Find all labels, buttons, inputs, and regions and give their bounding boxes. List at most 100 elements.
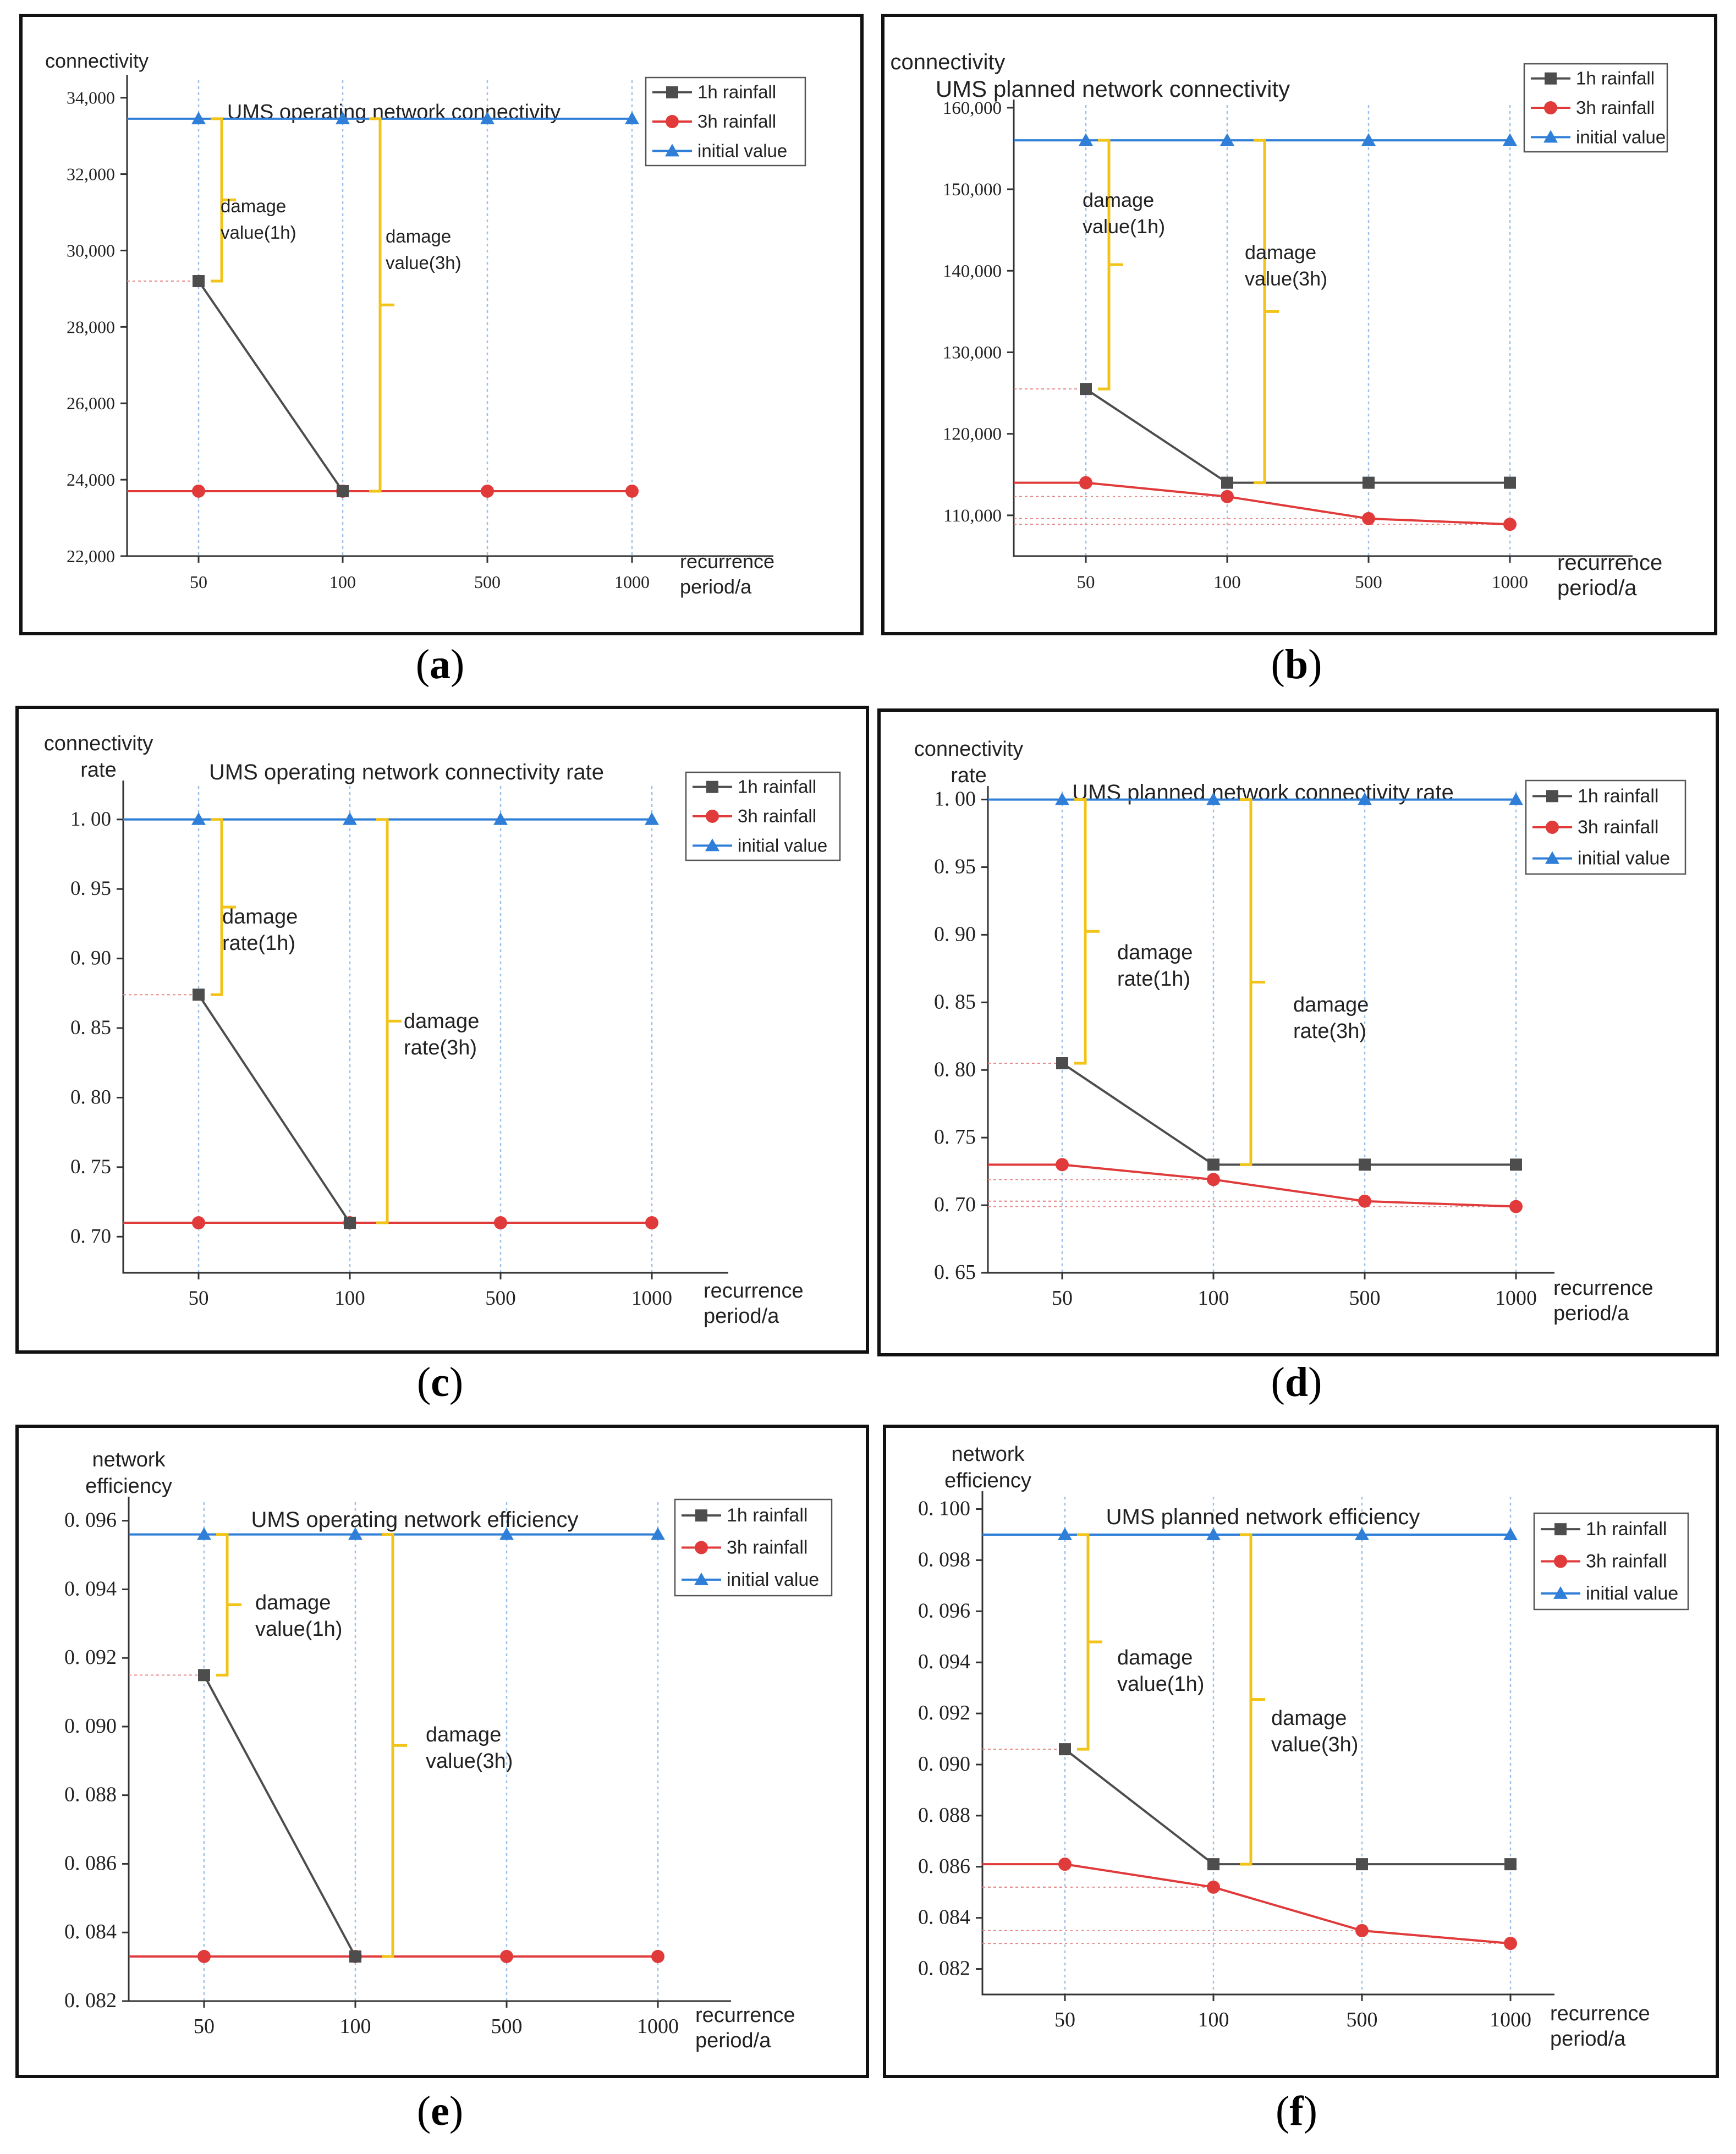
chart-panel-f: 0. 082 0. 084 0. 086 0. 088 0. 090 0. 092 0. 0… [883, 1425, 1719, 2078]
chart-panel-e: 0. 082 0. 084 0. 086 0. 088 0. 090 0. 092 0. 0… [15, 1425, 869, 2078]
damage-label: value(3h) [1245, 267, 1327, 290]
y-tick-label: 0. 70 [70, 1225, 111, 1248]
legend: 1h rainfall 3h rainfall initial value [685, 771, 841, 861]
legend-marker [706, 781, 718, 793]
1h-rainfall-point [1059, 1743, 1071, 1756]
y-tick-label: 32,000 [67, 164, 115, 184]
1h-rainfall-point [1056, 1057, 1068, 1069]
axes [128, 1497, 731, 2002]
legend-label: initial value [1586, 1583, 1678, 1604]
initial-value-point [1206, 1527, 1221, 1540]
chart-panel-d: 0. 65 0. 70 0. 75 0. 80 0. 85 0. 90 0. 95 1. 00… [877, 708, 1719, 1356]
1h-rainfall-point [1080, 383, 1092, 395]
y-axis-label: connectivity [914, 738, 1024, 761]
damage-bracket-3h [1240, 1533, 1265, 1866]
legend-label: 1h rainfall [738, 777, 816, 797]
y-tick-label: 0. 95 [934, 855, 976, 878]
y-tick-label: 0. 70 [934, 1193, 976, 1216]
damage-label: damage [1271, 1707, 1347, 1730]
1h-rainfall-line [1085, 388, 1510, 484]
axes [987, 786, 1554, 1274]
caption-letter: e [431, 2088, 449, 2134]
3h-rainfall-point [1207, 1880, 1220, 1894]
y-tick-label: 0. 95 [70, 877, 111, 900]
damage-label: value(1h) [221, 222, 296, 243]
y-tick-label: 0. 90 [934, 922, 976, 946]
axes [981, 1491, 1554, 1996]
y-tick-label: 0. 088 [64, 1783, 117, 1806]
initial-value-point [1361, 133, 1376, 146]
3h-rainfall-point [1221, 490, 1234, 503]
legend-label: 3h rainfall [727, 1537, 807, 1558]
damage-bracket-3h [1254, 139, 1279, 485]
damage-bracket-1h [211, 117, 236, 283]
chart-panel-b: 110,000 120,000 130,000 140,000 150,000 160,0… [881, 14, 1717, 635]
x-axis-label: period/a [695, 2029, 771, 2052]
legend-label: 1h rainfall [1578, 785, 1658, 806]
panel-caption: (a) [415, 641, 465, 688]
y-tick-label: 0. 85 [70, 1016, 111, 1039]
damage-label: damage [1117, 1646, 1193, 1669]
x-tick-label: 1000 [637, 2015, 679, 2038]
chart-svg-a: 22,000 24,000 26,000 28,000 30,000 32,000 34,0… [45, 50, 806, 598]
x-tick-label: 100 [1198, 1287, 1229, 1310]
3h-rainfall-point [1207, 1173, 1220, 1186]
damage-bracket-3h [369, 117, 394, 493]
damage-label: damage [386, 226, 451, 246]
initial-value-point [625, 111, 639, 124]
3h-rainfall-point [1503, 518, 1517, 531]
initial-value-point [191, 812, 206, 825]
series-3h-rainfall [127, 484, 639, 498]
3h-rainfall-point [494, 1216, 507, 1229]
legend-marker [1544, 101, 1557, 114]
y-tick-label: 0. 092 [918, 1701, 970, 1724]
3h-rainfall-point [500, 1949, 513, 1963]
panel-caption: (f) [1276, 2088, 1317, 2134]
chart-panel-c: 0. 70 0. 75 0. 80 0. 85 0. 90 0. 95 1. 00 50 100… [15, 706, 869, 1354]
y-tick-label: 0. 100 [918, 1497, 970, 1520]
panel-caption: (c) [416, 1359, 464, 1405]
y-axis-label: rate [80, 759, 116, 782]
y-tick-label: 0. 090 [918, 1752, 970, 1776]
legend: 1h rainfall 3h rainfall initial value [1533, 1512, 1689, 1611]
series-3h-rainfall [982, 1858, 1517, 1950]
initial-value-point [1220, 133, 1234, 146]
damage-label: value(1h) [1117, 1673, 1204, 1696]
chart-title: UMS planned network connectivity [936, 76, 1290, 102]
y-tick-label: 0. 082 [918, 1957, 970, 1980]
x-tick-label: 100 [329, 572, 356, 592]
damage-bracket-1h [1074, 798, 1100, 1065]
1h-rainfall-point [193, 988, 205, 1001]
3h-rainfall-point [645, 1216, 658, 1229]
x-tick-label: 500 [474, 572, 501, 592]
y-tick-label: 1. 00 [934, 788, 976, 811]
damage-bracket-3h [376, 818, 402, 1224]
y-axis-label: network [92, 1448, 166, 1471]
y-axis-label: connectivity [45, 50, 149, 72]
legend-marker [1553, 1586, 1568, 1599]
y-tick-label: 24,000 [67, 470, 115, 490]
y-tick-label: 26,000 [67, 393, 115, 413]
series-3h-rainfall [988, 1158, 1523, 1213]
y-axis-label: efficiency [944, 1469, 1031, 1492]
panel-caption: (d) [1271, 1359, 1322, 1405]
x-tick-label: 100 [340, 2015, 371, 2038]
legend-marker [695, 1541, 708, 1554]
chart-svg-d: 0. 65 0. 70 0. 75 0. 80 0. 85 0. 90 0. 95 1. 00… [914, 738, 1686, 1325]
y-tick-label: 0. 086 [64, 1851, 117, 1875]
y-axis-label: efficiency [85, 1475, 172, 1498]
y-tick-label: 0. 084 [918, 1906, 970, 1929]
y-tick-label: 0. 082 [64, 1989, 117, 2012]
3h-rainfall-point [625, 484, 639, 498]
y-tick-label: 28,000 [67, 317, 115, 337]
x-axis-label: recurrence [695, 2004, 795, 2027]
1h-rainfall-point [1504, 476, 1516, 489]
3h-rainfall-point [1358, 1194, 1371, 1208]
3h-rainfall-point [1056, 1158, 1069, 1172]
y-tick-label: 0. 65 [934, 1261, 976, 1284]
x-axis-label: recurrence [680, 550, 774, 573]
damage-bracket-1h [216, 1533, 241, 1677]
1h-rainfall-point [1207, 1858, 1219, 1871]
legend-label: 1h rainfall [697, 82, 776, 102]
legend-marker [695, 1509, 707, 1522]
